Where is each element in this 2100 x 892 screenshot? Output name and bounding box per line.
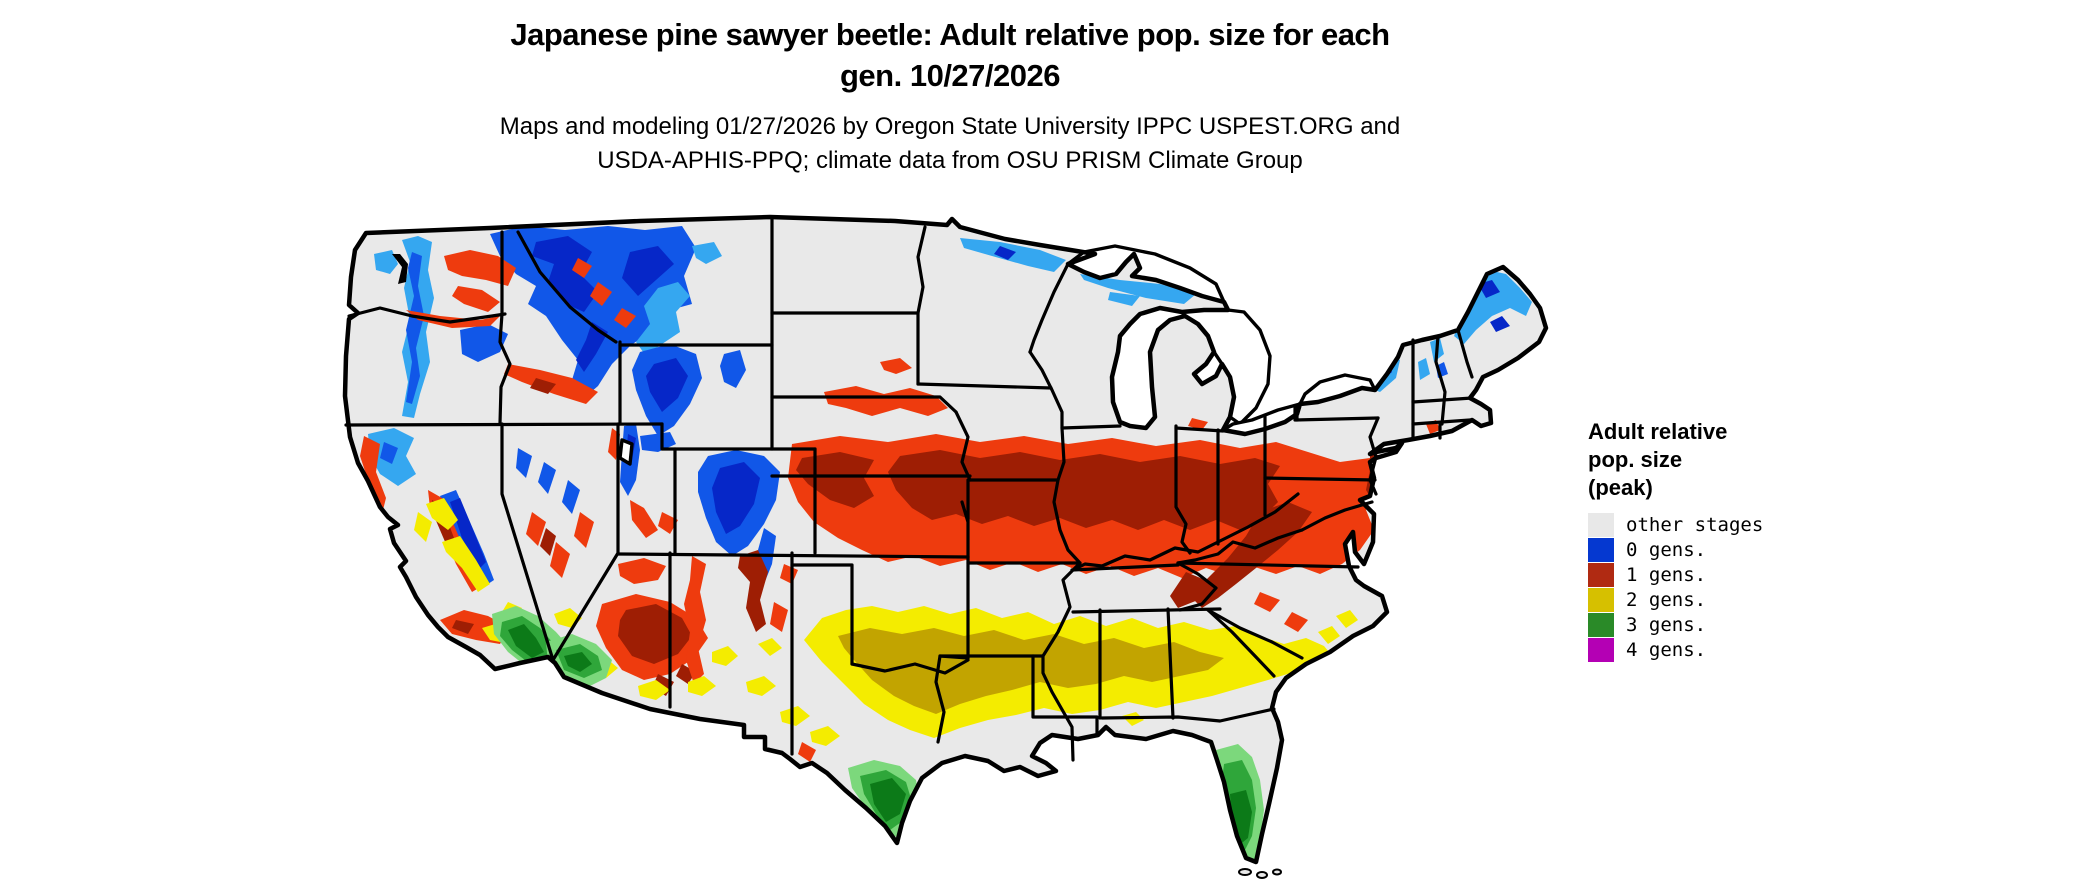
header: Japanese pine sawyer beetle: Adult relat… (330, 14, 1570, 178)
legend-title-line2: pop. size (1588, 447, 1683, 472)
legend-label: 1 gens. (1626, 563, 1707, 586)
legend-item-other-stages: other stages (1588, 512, 1808, 537)
legend-items: other stages 0 gens. 1 gens. 2 gens. 3 g… (1588, 512, 1808, 662)
map-title-line2: gen. 10/27/2026 (840, 58, 1061, 93)
legend-item-4-gens: 4 gens. (1588, 637, 1808, 662)
florida-keys (1238, 868, 1282, 879)
legend-swatch-3-gens (1588, 612, 1614, 637)
legend-swatch-other-stages (1588, 512, 1614, 537)
us-map (340, 212, 1580, 892)
legend-swatch-2-gens (1588, 587, 1614, 612)
legend-title-line3: (peak) (1588, 475, 1653, 500)
legend-item-2-gens: 2 gens. (1588, 587, 1808, 612)
legend-swatch-4-gens (1588, 637, 1614, 662)
legend-label: 0 gens. (1626, 538, 1707, 561)
legend-item-1-gens: 1 gens. (1588, 562, 1808, 587)
legend-label: 2 gens. (1626, 588, 1707, 611)
legend-swatch-0-gens (1588, 537, 1614, 562)
legend-label: 4 gens. (1626, 638, 1707, 661)
map-subtitle-line1: Maps and modeling 01/27/2026 by Oregon S… (499, 113, 1401, 140)
legend-item-0-gens: 0 gens. (1588, 537, 1808, 562)
us-outline (342, 214, 1549, 865)
us-map-svg (342, 214, 1549, 879)
puget-sound (392, 254, 408, 284)
legend-label: 3 gens. (1626, 613, 1707, 636)
map-legend: Adult relative pop. size (peak) other st… (1588, 418, 1808, 662)
map-subtitle-line2: USDA-APHIS-PPQ; climate data from OSU PR… (597, 147, 1303, 174)
great-salt-lake (618, 438, 634, 466)
state-borders (344, 215, 1474, 762)
legend-swatch-1-gens (1588, 562, 1614, 587)
legend-label: other stages (1626, 513, 1764, 536)
region-gen3-green (492, 606, 1264, 862)
legend-item-3-gens: 3 gens. (1588, 612, 1808, 637)
map-title-line1: Japanese pine sawyer beetle: Adult relat… (510, 17, 1390, 52)
legend-title-line1: Adult relative (1588, 419, 1728, 444)
